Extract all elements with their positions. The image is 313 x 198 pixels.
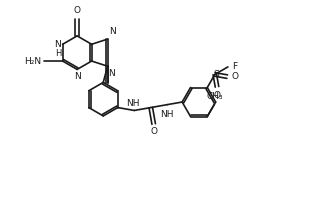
Text: S: S [213,70,219,79]
Text: NH: NH [161,109,174,119]
Text: N: N [110,27,116,36]
Text: H₂N: H₂N [24,57,41,66]
Text: N: N [54,40,61,49]
Text: NH: NH [126,99,140,108]
Text: F: F [232,62,237,71]
Text: O: O [150,127,157,136]
Text: O: O [231,72,238,81]
Text: O: O [213,91,221,100]
Text: CH₃: CH₃ [206,92,223,101]
Text: O: O [74,6,81,15]
Text: H: H [55,49,62,58]
Text: N: N [74,72,80,81]
Text: N: N [109,69,115,78]
